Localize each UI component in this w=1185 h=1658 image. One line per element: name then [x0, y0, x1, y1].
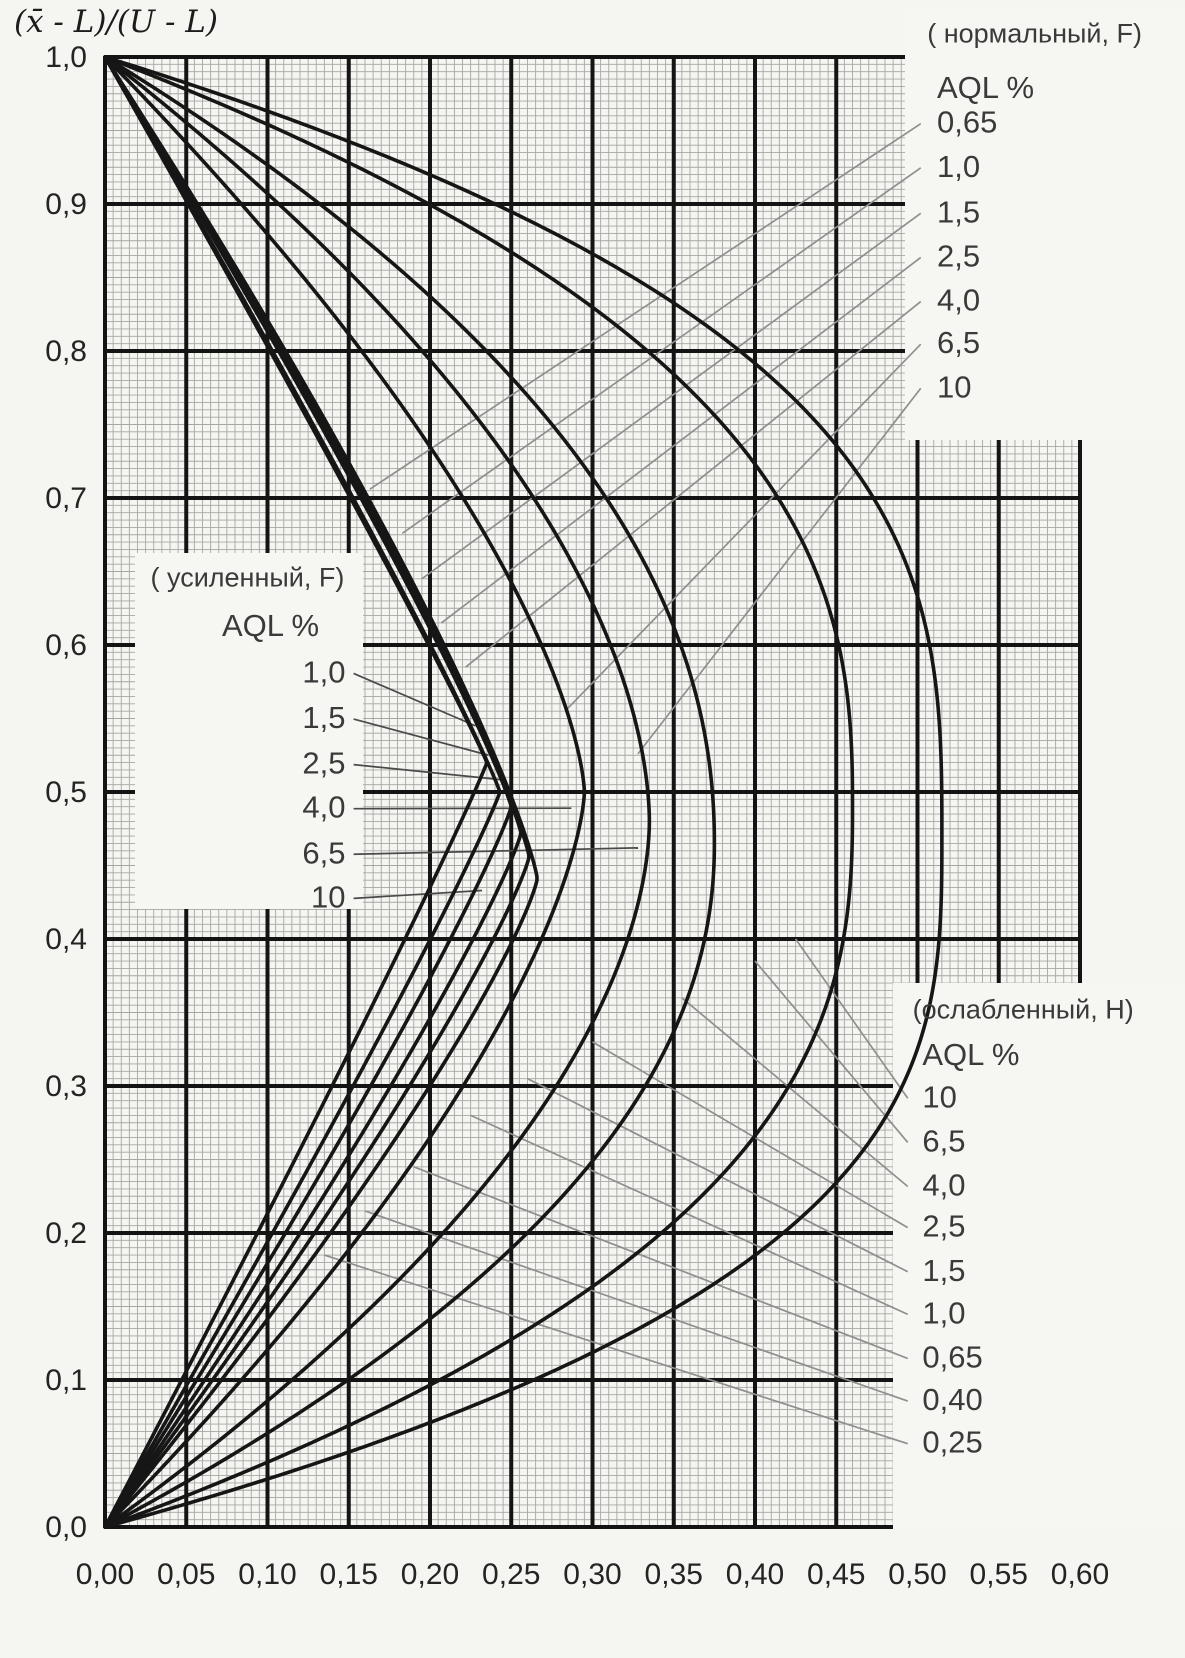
y-tick-label: 0,6 [45, 629, 87, 662]
aql-value-normal: 1,0 [937, 149, 980, 184]
label-box-mask [135, 553, 363, 909]
aql-value-reduced: 10 [922, 1079, 956, 1114]
group-subtitle-normal: AQL % [937, 70, 1034, 105]
leader-line-normal [369, 122, 922, 490]
aql-value-tightened: 4,0 [302, 790, 345, 825]
x-tick-label: 0,00 [76, 1558, 134, 1591]
label-box-mask [905, 8, 1185, 440]
leader-line-normal [465, 300, 922, 668]
y-tick-label: 0,3 [45, 1070, 87, 1103]
leader-line-reduced [681, 997, 909, 1188]
leader-line-normal [637, 387, 922, 755]
label-box-mask [893, 983, 1185, 1529]
aql-value-normal: 4,0 [937, 283, 980, 318]
group-title-tightened: ( усиленный, F) [151, 562, 345, 592]
y-tick-label: 0,0 [45, 1511, 87, 1544]
acceptance-curve-2 [103, 55, 502, 1529]
y-tick-label: 0,2 [45, 1217, 87, 1250]
aql-value-reduced: 4,0 [922, 1167, 965, 1202]
x-tick-label: 0,45 [807, 1558, 865, 1591]
leader-line-tightened [353, 847, 639, 856]
x-tick-label: 0,55 [970, 1558, 1028, 1591]
leader-line-reduced [364, 1210, 909, 1402]
acceptance-curve-10 [103, 55, 855, 1529]
acceptance-curve-5 [103, 55, 531, 1529]
acceptance-curve-6 [103, 55, 539, 1529]
aql-value-normal: 10 [937, 369, 971, 404]
aql-value-tightened: 1,0 [302, 654, 345, 689]
aql-value-reduced: 1,0 [922, 1295, 965, 1330]
x-tick-label: 0,15 [320, 1558, 378, 1591]
y-tick-label: 0,9 [45, 188, 87, 221]
leader-line-tightened [353, 807, 572, 810]
aql-value-normal: 2,5 [937, 238, 980, 273]
group-subtitle-tightened: AQL % [222, 608, 319, 643]
leader-line-tightened [353, 672, 476, 727]
aql-value-normal: 6,5 [937, 325, 980, 360]
leader-line-tightened [353, 718, 489, 757]
x-tick-label: 0,30 [563, 1558, 621, 1591]
leader-line-reduced [470, 1114, 909, 1316]
x-tick-label: 0,20 [401, 1558, 459, 1591]
aql-value-reduced: 0,40 [922, 1382, 982, 1417]
x-tick-label: 0,60 [1051, 1558, 1109, 1591]
acceptance-curve-9 [103, 55, 717, 1529]
y-tick-label: 1,0 [45, 41, 87, 74]
leader-line-normal [401, 167, 922, 534]
aql-value-tightened: 2,5 [302, 746, 345, 781]
aql-value-tightened: 1,5 [302, 700, 345, 735]
aql-value-normal: 1,5 [937, 194, 980, 229]
leader-line-tightened [353, 889, 483, 900]
acceptance-curve-11 [103, 55, 944, 1529]
leader-line-reduced [527, 1077, 909, 1273]
leader-line-reduced [794, 938, 909, 1099]
aql-value-reduced: 0,65 [922, 1339, 982, 1374]
group-title-normal: ( нормальный, F) [927, 18, 1142, 48]
x-tick-label: 0,35 [645, 1558, 703, 1591]
acceptance-curve-1 [103, 55, 489, 1529]
group-title-reduced: (ослабленный, H) [913, 995, 1134, 1025]
x-tick-label: 0,50 [888, 1558, 946, 1591]
leader-line-reduced [592, 1041, 909, 1229]
y-tick-label: 0,8 [45, 335, 87, 368]
acceptance-curve-7 [103, 55, 587, 1529]
y-tick-label: 0,7 [45, 482, 87, 515]
leader-line-reduced [413, 1166, 909, 1360]
leader-line-normal [421, 212, 922, 580]
group-subtitle-reduced: AQL % [922, 1037, 1019, 1072]
aql-value-reduced: 2,5 [922, 1209, 965, 1244]
aql-value-normal: 0,65 [937, 105, 997, 140]
leader-line-normal [440, 256, 922, 624]
acceptance-curve-8 [103, 55, 652, 1529]
x-tick-label: 0,10 [238, 1558, 296, 1591]
x-tick-label: 0,05 [157, 1558, 215, 1591]
aql-value-reduced: 1,5 [922, 1253, 965, 1288]
aql-value-tightened: 6,5 [302, 835, 345, 870]
y-tick-label: 0,1 [45, 1364, 87, 1397]
leader-line-reduced [324, 1254, 909, 1445]
x-tick-label: 0,40 [726, 1558, 784, 1591]
x-tick-label: 0,25 [482, 1558, 540, 1591]
aql-value-tightened: 10 [311, 879, 345, 914]
y-tick-label: 0,5 [45, 776, 87, 809]
aql-value-reduced: 0,25 [922, 1425, 982, 1460]
y-tick-label: 0,4 [45, 923, 87, 956]
aql-value-reduced: 6,5 [922, 1123, 965, 1158]
leader-line-reduced [754, 960, 909, 1143]
y-axis-title: (x̄ - L)/(U - L) [14, 4, 218, 40]
chart-generated-layer: ( нормальный, F)AQL %0,651,01,52,54,06,5… [45, 8, 1185, 1591]
leader-line-normal [565, 343, 922, 711]
